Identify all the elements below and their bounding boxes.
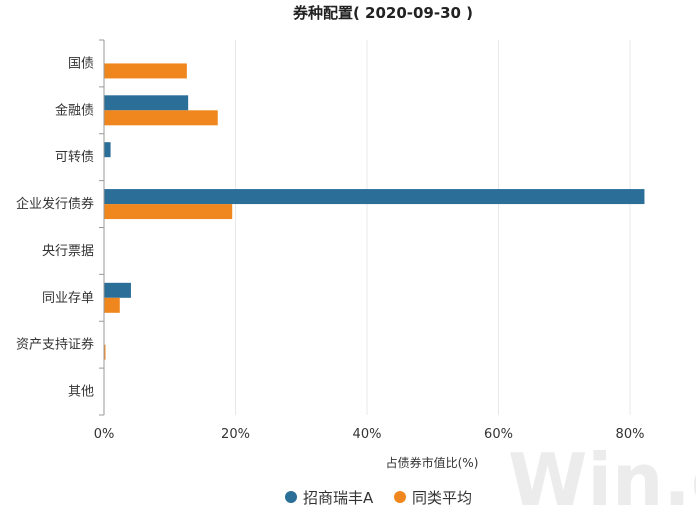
y-tick-label: 央行票据 [42, 244, 94, 259]
chart-title: 券种配置( 2020-09-30 ) [293, 4, 473, 22]
bar [104, 204, 233, 220]
y-tick-label: 其他 [68, 385, 94, 400]
y-tick-label: 同业存单 [42, 291, 94, 306]
x-tick-label: 80% [616, 427, 645, 442]
bar [104, 189, 645, 205]
bar [104, 95, 189, 111]
bar [104, 110, 218, 126]
gridlines [235, 40, 631, 415]
x-tick-label: 60% [484, 427, 513, 442]
y-tick-label: 可转债 [55, 150, 94, 165]
legend-marker [394, 491, 406, 503]
legend-label: 同类平均 [412, 489, 472, 507]
bars [104, 63, 645, 360]
bar [104, 297, 120, 313]
y-tick-label: 国债 [68, 56, 94, 71]
y-tick-label: 金融债 [55, 102, 94, 118]
y-tick-label: 资产支持证券 [16, 337, 94, 353]
legend-label: 招商瑞丰A [303, 489, 374, 507]
bar [104, 63, 187, 79]
x-tick-label: 0% [94, 427, 115, 442]
legend-marker [285, 491, 297, 503]
bar [104, 142, 111, 158]
legend: 招商瑞丰A 同类平均 [285, 489, 472, 507]
watermark: Win.d [508, 438, 696, 516]
x-axis: 0% 20% 40% 60% 80% [94, 427, 645, 442]
x-tick-label: 40% [353, 427, 382, 442]
bar [104, 282, 131, 298]
y-tick-label: 企业发行债券 [16, 196, 94, 212]
x-tick-label: 20% [221, 427, 250, 442]
bar [104, 344, 106, 360]
x-axis-label: 占债券市值比(%) [386, 455, 479, 470]
